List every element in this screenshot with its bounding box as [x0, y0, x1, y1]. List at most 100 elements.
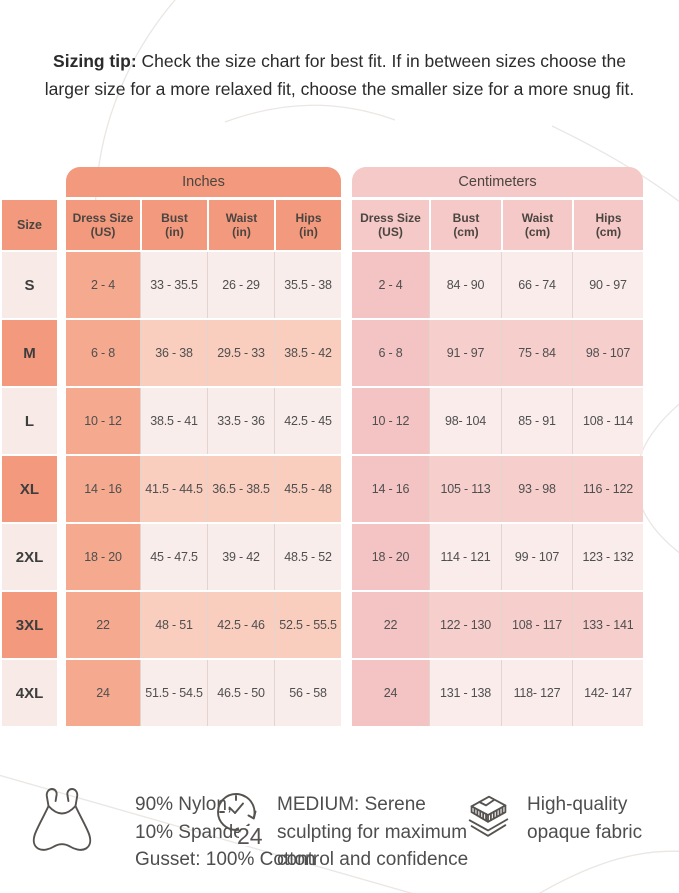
- size-row-label: XL: [2, 456, 57, 522]
- table-cell: 108 - 117: [501, 592, 572, 658]
- table-cell: 46.5 - 50: [207, 660, 274, 726]
- table-cell: 116 - 122: [572, 456, 643, 522]
- table-cell: 93 - 98: [501, 456, 572, 522]
- swimsuit-icon: [26, 786, 98, 854]
- table-cell: 36.5 - 38.5: [207, 456, 274, 522]
- table-cell: 33 - 35.5: [140, 252, 207, 318]
- inches-table-grid: Dress Size (US) Bust (in) Waist (in) Hips (…: [66, 200, 341, 726]
- table-cell: 18 - 20: [66, 524, 140, 590]
- size-row-label: 4XL: [2, 660, 57, 726]
- table-cell: 38.5 - 42: [274, 320, 341, 386]
- table-cell: 45.5 - 48: [274, 456, 341, 522]
- table-cell: 22: [352, 592, 429, 658]
- size-row-label: 2XL: [2, 524, 57, 590]
- table-cell: 2 - 4: [66, 252, 140, 318]
- sizing-tip-line2: larger size for a more relaxed fit, choo…: [44, 79, 635, 99]
- table-cell: 48.5 - 52: [274, 524, 341, 590]
- fabric-composition-line: Gusset: 100% Cotton: [135, 849, 316, 870]
- table-cell: 99 - 107: [501, 524, 572, 590]
- size-row-label: 3XL: [2, 592, 57, 658]
- table-cell: 98 - 107: [572, 320, 643, 386]
- column-header: Dress Size (US): [352, 200, 429, 250]
- table-cell: 2 - 4: [352, 252, 429, 318]
- table-cell: 42.5 - 46: [207, 592, 274, 658]
- table-cell: 10 - 12: [66, 388, 140, 454]
- size-row-label: S: [2, 252, 57, 318]
- table-cell: 41.5 - 44.5: [140, 456, 207, 522]
- table-cell: 48 - 51: [140, 592, 207, 658]
- centimeters-table-title: Centimeters: [352, 167, 643, 197]
- table-cell: 6 - 8: [352, 320, 429, 386]
- table-cell: 98- 104: [429, 388, 501, 454]
- table-cell: 36 - 38: [140, 320, 207, 386]
- size-column-cells: S M L XL 2XL 3XL 4XL: [2, 252, 57, 726]
- table-cell: 108 - 114: [572, 388, 643, 454]
- table-cell: 35.5 - 38: [274, 252, 341, 318]
- table-cell: 51.5 - 54.5: [140, 660, 207, 726]
- fabric-composition-line: 10% Spandex: [135, 821, 254, 843]
- table-cell: 29.5 - 33: [207, 320, 274, 386]
- column-header: Hips (cm): [572, 200, 643, 250]
- table-cell: 39 - 42: [207, 524, 274, 590]
- table-cell: 123 - 132: [572, 524, 643, 590]
- control-description-line: sculpting for maximum: [277, 821, 468, 843]
- table-cell: 91 - 97: [429, 320, 501, 386]
- size-column-header: Size: [2, 200, 57, 250]
- table-cell: 114 - 121: [429, 524, 501, 590]
- table-cell: 75 - 84: [501, 320, 572, 386]
- table-cell: 131 - 138: [429, 660, 501, 726]
- table-cell: 85 - 91: [501, 388, 572, 454]
- clock-24-label: 24: [237, 823, 263, 848]
- fabric-composition: 90% Nylon, 10% Spandex Gusset: 100% Cott…: [135, 791, 316, 874]
- table-cell: 24: [66, 660, 140, 726]
- table-cell: 52.5 - 55.5: [274, 592, 341, 658]
- centimeters-table-grid: Dress Size (US) Bust (cm) Waist (cm) Hips (…: [352, 200, 643, 726]
- column-header: Dress Size (US): [66, 200, 140, 250]
- control-description-line: MEDIUM: Serene: [277, 794, 426, 815]
- table-cell: 18 - 20: [352, 524, 429, 590]
- table-cell: 22: [66, 592, 140, 658]
- size-row-label: M: [2, 320, 57, 386]
- control-description: MEDIUM: Serene sculpting for maximum con…: [277, 791, 468, 874]
- table-cell: 38.5 - 41: [140, 388, 207, 454]
- centimeters-table: Centimeters Dress Size (US) Bust (cm) Wais…: [352, 167, 643, 726]
- table-cell: 142- 147: [572, 660, 643, 726]
- table-cell: 10 - 12: [352, 388, 429, 454]
- sizing-tip-label: Sizing tip:: [53, 51, 137, 71]
- size-row-label: L: [2, 388, 57, 454]
- table-cell: 26 - 29: [207, 252, 274, 318]
- table-cell: 105 - 113: [429, 456, 501, 522]
- table-cell: 118- 127: [501, 660, 572, 726]
- table-cell: 6 - 8: [66, 320, 140, 386]
- table-cell: 66 - 74: [501, 252, 572, 318]
- control-description-line: control and confidence: [277, 849, 469, 870]
- column-header: Waist (in): [207, 200, 274, 250]
- clock-24-icon: 24: [215, 790, 269, 848]
- inches-table-title: Inches: [66, 167, 341, 197]
- fabric-quality-line: opaque fabric: [527, 821, 643, 843]
- table-cell: 122 - 130: [429, 592, 501, 658]
- column-header: Hips (in): [274, 200, 341, 250]
- table-cell: 42.5 - 45: [274, 388, 341, 454]
- table-cell: 14 - 16: [352, 456, 429, 522]
- column-header: Bust (cm): [429, 200, 501, 250]
- table-cell: 90 - 97: [572, 252, 643, 318]
- table-cell: 45 - 47.5: [140, 524, 207, 590]
- table-cell: 84 - 90: [429, 252, 501, 318]
- sizing-tip-text1: Check the size chart for best fit. If in…: [136, 51, 626, 71]
- fabric-composition-line: 90% Nylon,: [135, 794, 233, 815]
- table-cell: 133 - 141: [572, 592, 643, 658]
- table-cell: 33.5 - 36: [207, 388, 274, 454]
- column-header: Bust (in): [140, 200, 207, 250]
- fabric-quality-line: High-quality: [527, 794, 628, 815]
- table-cell: 24: [352, 660, 429, 726]
- inches-table: Inches Dress Size (US) Bust (in) Waist (in…: [66, 167, 341, 726]
- column-header: Waist (cm): [501, 200, 572, 250]
- fabric-quality: High-quality opaque fabric: [527, 791, 642, 846]
- sizing-tip-line1: Sizing tip: Check the size chart for bes…: [0, 47, 679, 75]
- sizing-tip: Sizing tip: Check the size chart for bes…: [0, 47, 679, 103]
- table-cell: 56 - 58: [274, 660, 341, 726]
- table-cell: 14 - 16: [66, 456, 140, 522]
- fabric-layers-icon: [460, 791, 516, 841]
